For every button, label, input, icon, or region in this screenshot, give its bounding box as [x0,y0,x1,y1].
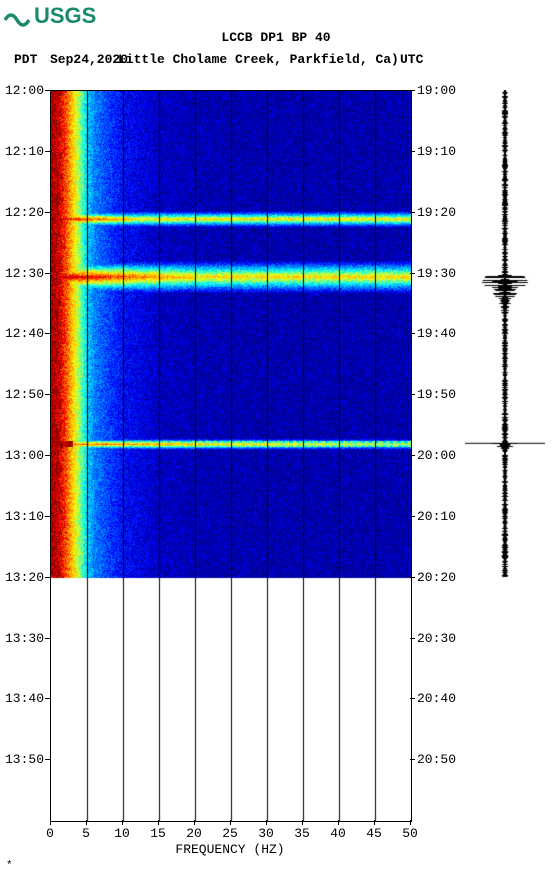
xtick-mark [374,820,375,825]
spectrogram-plot [50,90,412,822]
chart-title: LCCB DP1 BP 40 [221,30,330,45]
xtick-label: 45 [366,826,382,841]
ytick-left: 13:50 [0,752,44,767]
footer-asterisk: * [6,860,13,872]
ytick-right: 19:00 [417,83,456,98]
date-label: Sep24,2020 [50,52,128,67]
ytick-left: 12:20 [0,205,44,220]
ytick-mark [45,212,50,213]
ytick-mark [45,90,50,91]
ytick-right: 19:50 [417,387,456,402]
ytick-right: 20:40 [417,691,456,706]
usgs-wave-icon [5,15,29,25]
ytick-right: 20:30 [417,631,456,646]
xtick-label: 35 [294,826,310,841]
ytick-right: 19:20 [417,205,456,220]
ytick-left: 13:20 [0,570,44,585]
ytick-right: 19:30 [417,266,456,281]
ytick-mark [410,151,415,152]
xtick-label: 5 [82,826,90,841]
xtick-mark [302,820,303,825]
ytick-mark [410,577,415,578]
xtick-mark [194,820,195,825]
ytick-mark [410,212,415,213]
ytick-mark [45,273,50,274]
xtick-label: 50 [402,826,418,841]
xtick-label: 25 [222,826,238,841]
ytick-right: 20:00 [417,448,456,463]
ytick-left: 12:10 [0,144,44,159]
ytick-mark [45,455,50,456]
ytick-mark [410,333,415,334]
xtick-label: 10 [114,826,130,841]
ytick-mark [410,455,415,456]
ytick-mark [45,638,50,639]
xtick-mark [230,820,231,825]
ytick-mark [45,394,50,395]
ytick-mark [410,273,415,274]
xtick-mark [158,820,159,825]
ytick-right: 20:20 [417,570,456,585]
ytick-right: 19:40 [417,326,456,341]
ytick-left: 12:50 [0,387,44,402]
xtick-mark [122,820,123,825]
ytick-mark [45,698,50,699]
xtick-mark [86,820,87,825]
usgs-logo: USGS [4,2,109,33]
ytick-mark [410,394,415,395]
waveform-trace [465,90,545,820]
ytick-mark [410,698,415,699]
tz-left-label: PDT [14,52,37,67]
ytick-right: 19:10 [417,144,456,159]
xtick-label: 30 [258,826,274,841]
ytick-mark [410,90,415,91]
usgs-logo-text: USGS [34,3,96,28]
xtick-label: 15 [150,826,166,841]
xtick-mark [410,820,411,825]
x-axis-label: FREQUENCY (HZ) [50,842,410,857]
xtick-mark [338,820,339,825]
ytick-right: 20:50 [417,752,456,767]
ytick-mark [45,577,50,578]
ytick-mark [410,759,415,760]
xtick-label: 40 [330,826,346,841]
xtick-label: 0 [46,826,54,841]
ytick-mark [410,638,415,639]
ytick-mark [45,759,50,760]
ytick-left: 13:10 [0,509,44,524]
ytick-mark [410,516,415,517]
ytick-right: 20:10 [417,509,456,524]
location-label: Little Cholame Creek, Parkfield, Ca) [118,52,399,67]
xtick-label: 20 [186,826,202,841]
ytick-left: 12:00 [0,83,44,98]
xtick-mark [266,820,267,825]
ytick-mark [45,516,50,517]
ytick-left: 12:40 [0,326,44,341]
ytick-mark [45,333,50,334]
ytick-left: 13:40 [0,691,44,706]
xtick-mark [50,820,51,825]
ytick-left: 13:30 [0,631,44,646]
ytick-left: 13:00 [0,448,44,463]
tz-right-label: UTC [400,52,423,67]
ytick-mark [45,151,50,152]
ytick-left: 12:30 [0,266,44,281]
